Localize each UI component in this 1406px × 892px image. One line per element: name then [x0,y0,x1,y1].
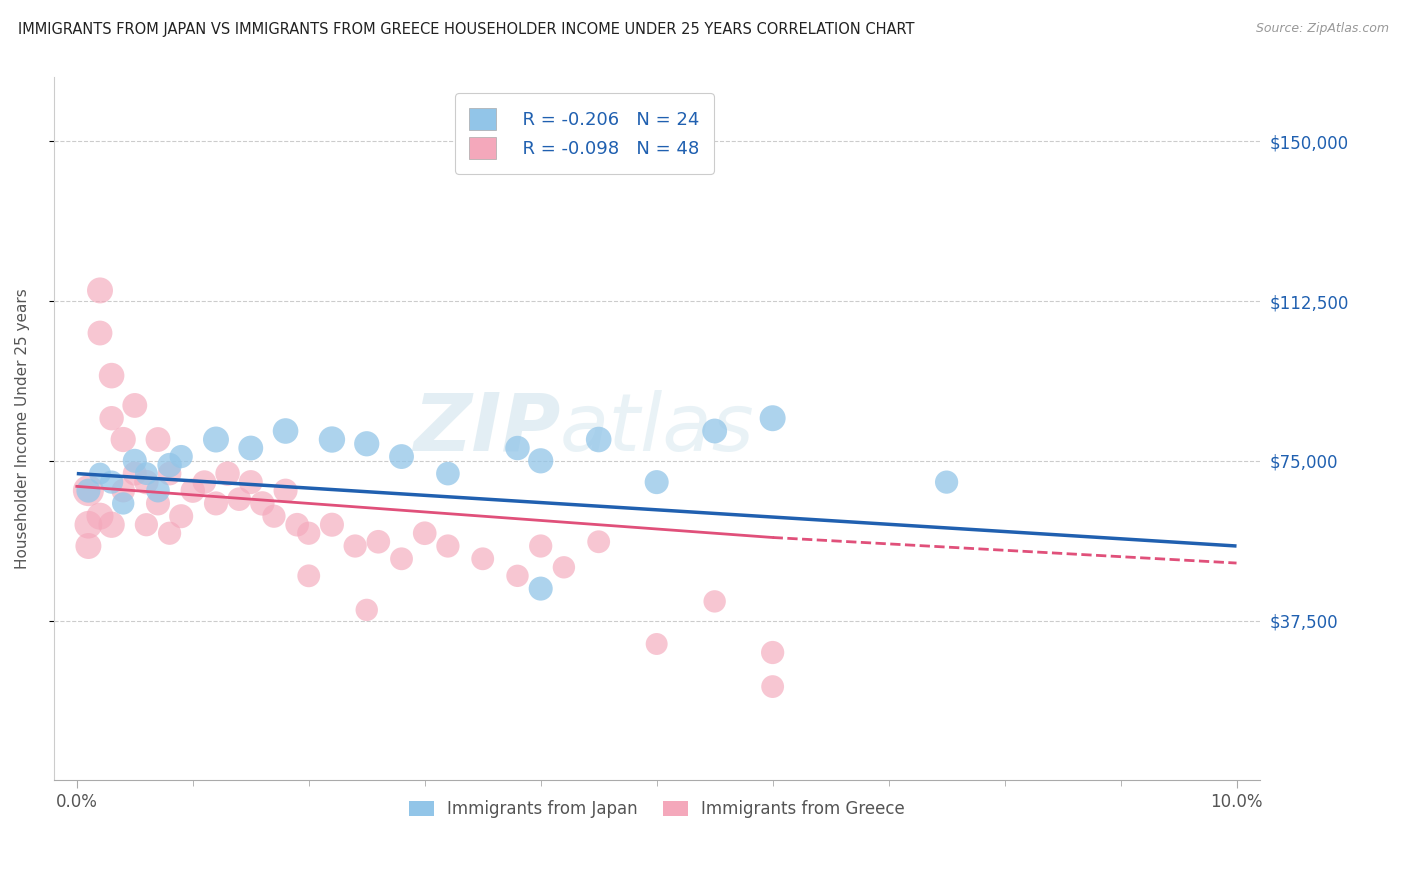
Point [391,450,413,464]
Point [135,517,157,532]
Point [89,509,111,524]
Point [100,411,122,425]
Point [471,551,494,566]
Point [298,526,321,541]
Point [170,450,193,464]
Point [239,441,262,455]
Point [89,467,111,481]
Y-axis label: Householder Income Under 25 years: Householder Income Under 25 years [15,288,30,569]
Point [506,441,529,455]
Point [703,424,725,438]
Point [935,475,957,489]
Point [553,560,575,574]
Point [77,483,100,498]
Point [159,458,181,472]
Point [391,551,413,566]
Point [703,594,725,608]
Point [506,569,529,583]
Point [252,496,274,510]
Point [170,509,193,524]
Point [298,569,321,583]
Point [205,433,228,447]
Point [645,637,668,651]
Point [645,475,668,489]
Text: Source: ZipAtlas.com: Source: ZipAtlas.com [1256,22,1389,36]
Point [274,424,297,438]
Point [77,539,100,553]
Point [159,467,181,481]
Point [146,483,169,498]
Text: IMMIGRANTS FROM JAPAN VS IMMIGRANTS FROM GREECE HOUSEHOLDER INCOME UNDER 25 YEAR: IMMIGRANTS FROM JAPAN VS IMMIGRANTS FROM… [18,22,915,37]
Point [124,467,146,481]
Point [356,603,378,617]
Point [77,517,100,532]
Point [205,496,228,510]
Point [367,534,389,549]
Point [135,475,157,489]
Point [762,680,785,694]
Point [437,467,460,481]
Point [356,437,378,451]
Point [263,509,285,524]
Point [762,646,785,660]
Point [112,433,135,447]
Point [321,433,343,447]
Point [588,433,610,447]
Point [274,483,297,498]
Point [217,467,239,481]
Point [112,483,135,498]
Text: atlas: atlas [560,390,755,468]
Text: ZIP: ZIP [413,390,560,468]
Point [124,399,146,413]
Point [437,539,460,553]
Point [159,526,181,541]
Point [762,411,785,425]
Point [124,454,146,468]
Point [530,539,553,553]
Point [530,582,553,596]
Point [135,467,157,481]
Point [100,475,122,489]
Point [100,517,122,532]
Point [588,534,610,549]
Point [239,475,262,489]
Point [285,517,308,532]
Point [146,496,169,510]
Point [530,454,553,468]
Point [413,526,436,541]
Point [112,496,135,510]
Point [89,326,111,340]
Point [344,539,367,553]
Point [193,475,215,489]
Point [181,483,204,498]
Point [100,368,122,383]
Point [321,517,343,532]
Point [89,284,111,298]
Point [146,433,169,447]
Point [228,492,250,507]
Legend: Immigrants from Japan, Immigrants from Greece: Immigrants from Japan, Immigrants from G… [402,793,911,825]
Point [77,483,100,498]
